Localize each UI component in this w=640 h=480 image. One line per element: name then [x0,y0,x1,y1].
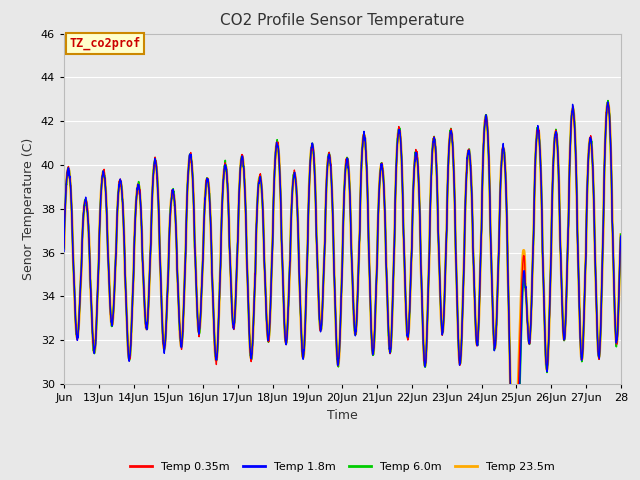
Line: Temp 0.35m: Temp 0.35m [64,104,621,470]
Temp 0.35m [499,145,506,151]
Temp 23.5m [331,287,339,293]
Temp 0.35m [601,155,609,161]
Temp 1.8m [331,288,339,293]
Temp 0.35m [617,234,625,240]
Temp 1.8m [617,233,625,239]
Temp 0.35m [60,243,68,249]
Temp 6.0m [60,245,68,251]
Temp 23.5m [617,232,625,238]
Title: CO2 Profile Sensor Temperature: CO2 Profile Sensor Temperature [220,13,465,28]
Line: Temp 1.8m: Temp 1.8m [64,102,621,480]
Temp 1.8m [60,249,68,254]
Temp 0.35m [604,101,612,107]
Temp 6.0m [88,330,96,336]
Temp 6.0m [316,326,324,332]
Temp 0.35m [601,147,609,153]
Temp 6.0m [617,231,625,237]
Temp 23.5m [601,157,609,163]
Temp 0.35m [316,324,324,329]
Temp 0.35m [331,287,339,292]
Temp 23.5m [88,327,96,333]
Temp 6.0m [601,157,609,163]
X-axis label: Time: Time [327,408,358,421]
Temp 6.0m [604,98,612,104]
Text: TZ_co2prof: TZ_co2prof [69,37,140,50]
Temp 23.5m [604,100,612,106]
Temp 6.0m [499,149,506,155]
Line: Temp 23.5m: Temp 23.5m [64,103,621,462]
Temp 23.5m [601,147,609,153]
Temp 6.0m [601,148,609,154]
Y-axis label: Senor Temperature (C): Senor Temperature (C) [22,138,35,280]
Temp 23.5m [510,459,518,465]
Temp 1.8m [604,99,612,105]
Temp 6.0m [331,287,339,292]
Legend: Temp 0.35m, Temp 1.8m, Temp 6.0m, Temp 23.5m: Temp 0.35m, Temp 1.8m, Temp 6.0m, Temp 2… [125,457,559,477]
Temp 23.5m [499,148,506,154]
Line: Temp 6.0m: Temp 6.0m [64,101,621,480]
Temp 23.5m [60,246,68,252]
Temp 0.35m [510,468,518,473]
Temp 1.8m [499,146,506,152]
Temp 23.5m [316,323,324,329]
Temp 1.8m [316,321,324,326]
Temp 1.8m [601,146,609,152]
Temp 1.8m [88,327,96,333]
Temp 0.35m [88,329,96,335]
Temp 1.8m [601,158,609,164]
